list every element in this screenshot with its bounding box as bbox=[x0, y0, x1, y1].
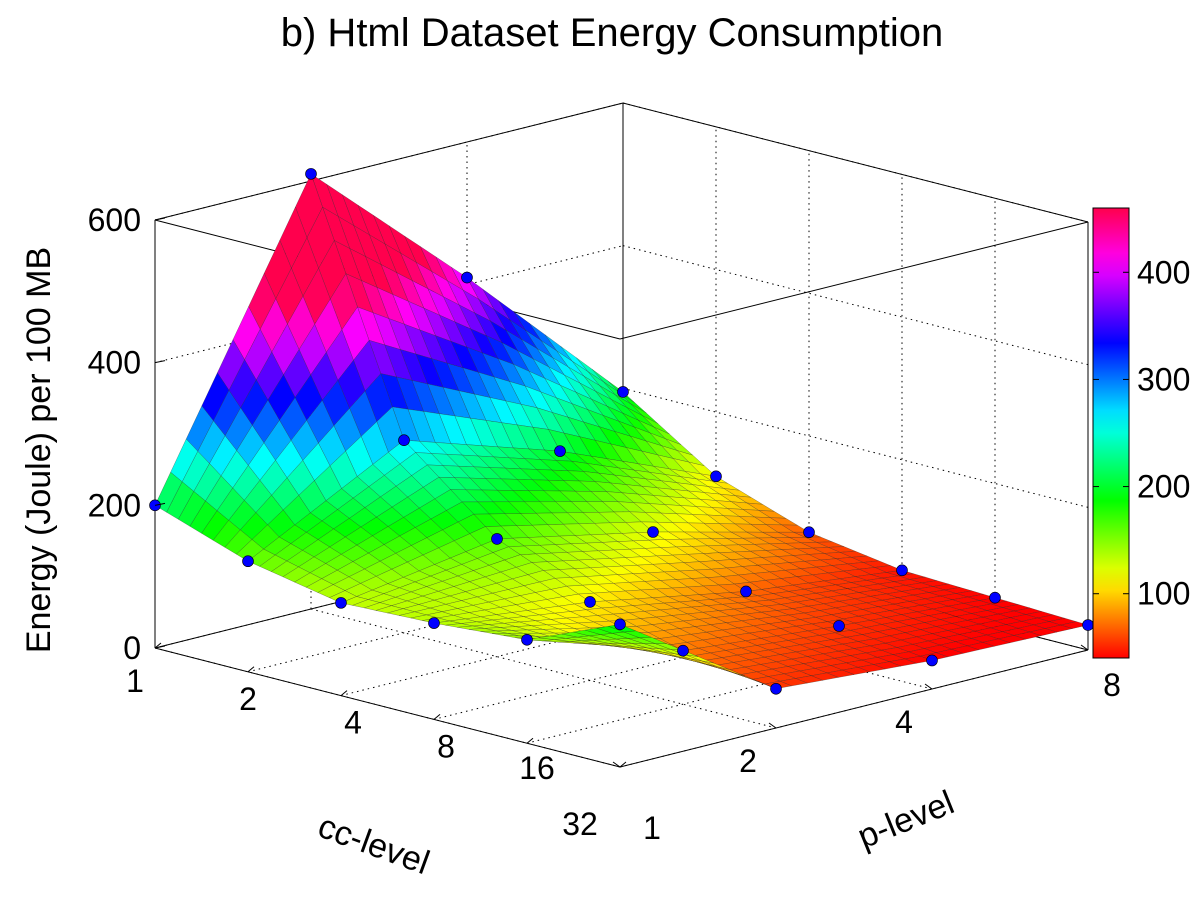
y-tick-label: 4 bbox=[895, 704, 913, 740]
x-tick bbox=[247, 666, 255, 673]
data-point bbox=[428, 617, 440, 629]
x-tick-label: 2 bbox=[239, 681, 257, 717]
data-point bbox=[461, 271, 473, 284]
box-edge bbox=[619, 221, 1089, 340]
data-point bbox=[521, 633, 533, 646]
x-tick bbox=[619, 761, 627, 768]
x-tick-label: 8 bbox=[437, 728, 455, 764]
data-point bbox=[491, 533, 503, 545]
x-tick-label: 1 bbox=[126, 663, 144, 699]
data-point bbox=[1082, 619, 1094, 631]
y-tick-label: 2 bbox=[739, 743, 757, 779]
z-tick bbox=[154, 645, 166, 649]
data-point bbox=[740, 585, 752, 598]
z-axis-label: Energy (Joule) per 100 MB bbox=[20, 247, 58, 653]
grid-line bbox=[154, 245, 624, 364]
x-tick-label: 4 bbox=[344, 705, 362, 741]
data-point bbox=[770, 682, 782, 695]
x-tick-label: 16 bbox=[519, 750, 555, 786]
y-tick bbox=[768, 722, 777, 729]
colorbar-tick-label: 300 bbox=[1137, 361, 1190, 397]
x-tick bbox=[433, 714, 441, 720]
z-tick-label: 200 bbox=[88, 487, 141, 523]
data-point bbox=[833, 620, 845, 632]
colorbar bbox=[1092, 207, 1130, 659]
y-tick bbox=[1080, 644, 1089, 651]
data-point bbox=[305, 168, 317, 180]
data-point bbox=[398, 434, 410, 447]
x-axis-label: cc-level bbox=[313, 807, 434, 882]
data-point bbox=[989, 591, 1001, 604]
data-point bbox=[242, 555, 254, 568]
axes-box-front bbox=[154, 647, 1089, 768]
colorbar-tick-label: 400 bbox=[1137, 254, 1190, 290]
data-point bbox=[584, 596, 596, 608]
colorbar-tick-label: 200 bbox=[1137, 469, 1190, 505]
x-tick-label: 32 bbox=[562, 806, 598, 842]
chart-title: b) Html Dataset Energy Consumption bbox=[281, 11, 944, 55]
box-edge bbox=[154, 647, 621, 768]
colorbar-ticks: 100 200 300 400 bbox=[1093, 254, 1190, 612]
z-tick-label: 0 bbox=[123, 630, 141, 666]
z-tick bbox=[154, 217, 166, 221]
z-tick-label: 600 bbox=[88, 202, 141, 238]
box-edge bbox=[619, 649, 1089, 768]
y-tick bbox=[612, 761, 621, 768]
y-axis-label: p-level bbox=[852, 783, 959, 856]
grid-line bbox=[154, 102, 624, 221]
z-tick bbox=[154, 502, 166, 506]
y-tick bbox=[924, 683, 933, 690]
grid-line bbox=[622, 245, 1089, 366]
data-points bbox=[149, 168, 1094, 695]
data-point bbox=[614, 618, 626, 631]
z-tick-label: 400 bbox=[88, 345, 141, 381]
y-tick-label: 1 bbox=[643, 810, 661, 846]
data-point bbox=[926, 654, 938, 667]
x-tick bbox=[340, 690, 348, 696]
box-edge bbox=[622, 102, 1089, 223]
colorbar-tick-label: 100 bbox=[1137, 576, 1190, 612]
data-point bbox=[554, 445, 566, 457]
y-tick-label: 8 bbox=[1103, 667, 1121, 703]
x-tick bbox=[154, 642, 162, 649]
data-point bbox=[647, 526, 659, 538]
energy-surface bbox=[154, 173, 1089, 690]
data-point bbox=[617, 386, 629, 398]
z-tick bbox=[154, 360, 166, 364]
data-point bbox=[677, 644, 689, 657]
data-point bbox=[710, 470, 722, 483]
data-point bbox=[803, 526, 815, 539]
data-point bbox=[896, 564, 908, 577]
x-tick bbox=[526, 737, 534, 744]
data-point bbox=[335, 597, 347, 609]
